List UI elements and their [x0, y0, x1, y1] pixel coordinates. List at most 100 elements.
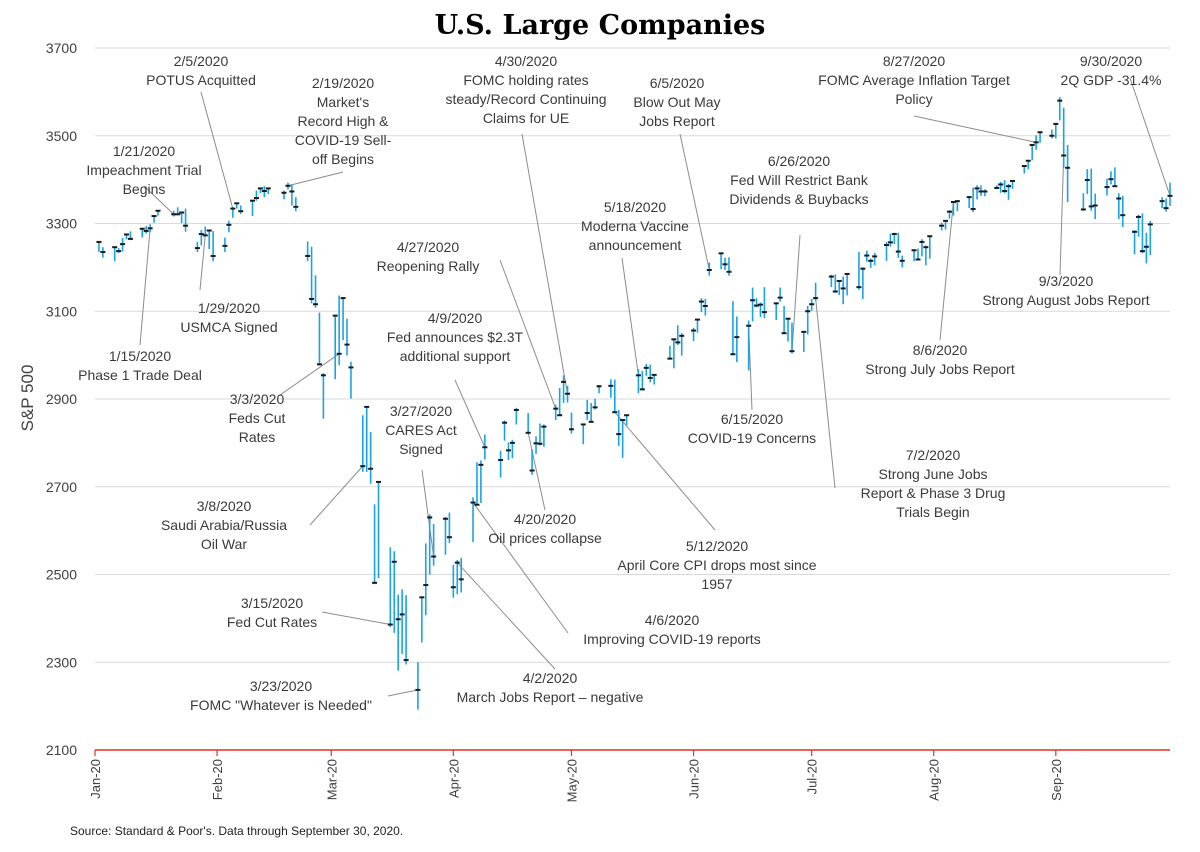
annotation-line: 2Q GDP -31.4% — [1061, 72, 1162, 88]
annotation-label: 3/8/2020 Saudi Arabia/Russia Oil War — [161, 498, 287, 552]
annotation-label: 8/27/2020 FOMC Average Inflation Target Po… — [818, 53, 1010, 107]
annotation-line: Oil War — [201, 536, 247, 552]
annotation-label: 9/30/2020 2Q GDP -31.4% — [1061, 53, 1162, 88]
annotation-line: 2/19/2020 — [312, 75, 374, 91]
chart-title: U.S. Large Companies — [435, 10, 766, 41]
annotation-line: additional support — [400, 348, 511, 364]
annotation-label: 8/6/2020 Strong July Jobs Report — [865, 342, 1015, 377]
annotation-line: Trials Begin — [896, 504, 969, 520]
annotation-line: POTUS Acquitted — [146, 72, 256, 88]
annotation-line: 6/26/2020 — [768, 153, 830, 169]
annotation-label: 9/3/2020 Strong August Jobs Report — [982, 273, 1149, 308]
annotation-line: Saudi Arabia/Russia — [161, 517, 287, 533]
annotation-line: steady/Record Continuing — [445, 91, 606, 107]
annotation-leader — [614, 411, 716, 531]
annotation-leader — [387, 689, 418, 697]
annotation-leaders — [139, 77, 1171, 697]
annotation-leader — [321, 611, 391, 626]
x-tick-labels: Jan-20 Feb-20 Mar-20 Apr-20 May-20 Jun-20 Jul-… — [88, 750, 1064, 802]
annotation-line: COVID-19 Concerns — [688, 430, 816, 446]
annotation-label: 1/21/2020 Impeachment Trial Begins — [86, 143, 201, 197]
annotation-leader — [139, 228, 151, 346]
annotation-leader — [143, 185, 175, 215]
annotation-line: 3/27/2020 — [390, 403, 452, 419]
annotation-leader — [200, 91, 234, 209]
annotation-line: FOMC holding rates — [463, 72, 588, 88]
annotation-leader — [472, 502, 569, 634]
y-tick-label: 2300 — [46, 654, 77, 670]
annotation-line: 2/5/2020 — [174, 53, 229, 69]
y-tick-label: 2100 — [46, 742, 77, 758]
annotation-leader — [913, 115, 1037, 143]
annotation-line: Improving COVID-19 reports — [583, 631, 760, 647]
annotation-leader — [1059, 155, 1065, 276]
annotation-line: 4/2/2020 — [523, 670, 578, 686]
annotation-leader — [815, 298, 836, 489]
annotation-label: 4/20/2020 Oil prices collapse — [488, 511, 602, 546]
annotation-leader — [287, 171, 344, 187]
annotation-line: Strong August Jobs Report — [982, 292, 1149, 308]
annotation-line: Policy — [895, 91, 932, 107]
annotation-label: 2/5/2020 POTUS Acquitted — [146, 53, 256, 88]
annotation-label: 3/27/2020 CARES Act Signed — [385, 403, 457, 457]
annotation-line: 4/30/2020 — [495, 53, 557, 69]
annotation-leader — [621, 257, 639, 376]
annotation-line: Feds Cut — [229, 410, 286, 426]
x-tick-label: Feb-20 — [210, 759, 225, 800]
x-tick-label: Mar-20 — [324, 759, 339, 800]
annotation-leader — [791, 234, 801, 352]
annotation-line: 4/20/2020 — [514, 511, 576, 527]
annotation-line: 5/12/2020 — [686, 538, 748, 554]
annotation-label: 3/3/2020 Feds Cut Rates — [229, 391, 286, 445]
y-tick-label: 3100 — [46, 303, 77, 319]
x-tick-label: Apr-20 — [446, 759, 461, 798]
annotation-label: 2/19/2020 Market's Record High & COVID-19 S… — [295, 75, 392, 167]
annotation-line: Jobs Report — [639, 113, 715, 129]
annotation-leader — [279, 353, 340, 396]
annotation-label: 4/6/2020 Improving COVID-19 reports — [583, 612, 760, 647]
annotation-leader — [499, 259, 557, 409]
annotation-leader — [309, 465, 364, 526]
price-bars — [96, 97, 1173, 710]
annotation-line: Signed — [399, 441, 443, 457]
y-tick-label: 3300 — [46, 216, 77, 232]
annotation-line: Moderna Vaccine — [581, 218, 689, 234]
y-axis-label: S&P 500 — [18, 365, 37, 432]
annotation-line: March Jobs Report – negative — [457, 689, 644, 705]
annotation-line: 7/2/2020 — [906, 447, 961, 463]
annotations: 2/5/2020 POTUS Acquitted 1/21/2020 Impeachm… — [78, 53, 1161, 713]
annotation-line: Market's — [317, 94, 369, 110]
annotation-line: Fed Will Restrict Bank — [730, 172, 869, 188]
annotation-label: 1/15/2020 Phase 1 Trade Deal — [78, 348, 202, 383]
annotation-line: 4/9/2020 — [428, 310, 483, 326]
annotation-line: 8/27/2020 — [883, 53, 945, 69]
annotation-label: 6/26/2020 Fed Will Restrict Bank Dividends… — [729, 153, 868, 207]
x-tick-label: May-20 — [564, 759, 579, 802]
annotation-label: 3/15/2020 Fed Cut Rates — [227, 595, 317, 630]
y-tick-label: 3500 — [46, 128, 77, 144]
annotation-leader — [454, 379, 486, 448]
annotation-line: FOMC Average Inflation Target — [818, 72, 1010, 88]
annotation-line: 4/6/2020 — [645, 612, 700, 628]
annotation-label: 4/9/2020 Fed announces $2.3T additional su… — [387, 310, 524, 364]
y-tick-label: 2700 — [46, 479, 77, 495]
annotation-label: 6/15/2020 COVID-19 Concerns — [688, 411, 816, 446]
annotation-line: FOMC "Whatever is Needed" — [190, 697, 372, 713]
annotation-line: 9/30/2020 — [1080, 53, 1142, 69]
x-tick-label: Sep-20 — [1049, 759, 1064, 801]
annotation-line: 5/18/2020 — [604, 199, 666, 215]
annotation-label: 4/30/2020 FOMC holding rates steady/Record… — [445, 53, 606, 126]
annotation-line: Record High & — [297, 113, 389, 129]
y-tick-label: 2500 — [46, 567, 77, 583]
annotation-leader — [679, 133, 710, 271]
annotation-line: 9/3/2020 — [1039, 273, 1094, 289]
annotation-line: 6/5/2020 — [650, 75, 705, 91]
annotation-leader — [521, 133, 569, 394]
annotation-line: Phase 1 Trade Deal — [78, 367, 202, 383]
annotation-line: announcement — [589, 237, 682, 253]
y-tick-label: 2900 — [46, 391, 77, 407]
annotation-line: 3/8/2020 — [197, 498, 252, 514]
annotation-line: Fed announces $2.3T — [387, 329, 524, 345]
annotation-line: Claims for UE — [483, 110, 569, 126]
annotation-leader — [421, 469, 435, 557]
